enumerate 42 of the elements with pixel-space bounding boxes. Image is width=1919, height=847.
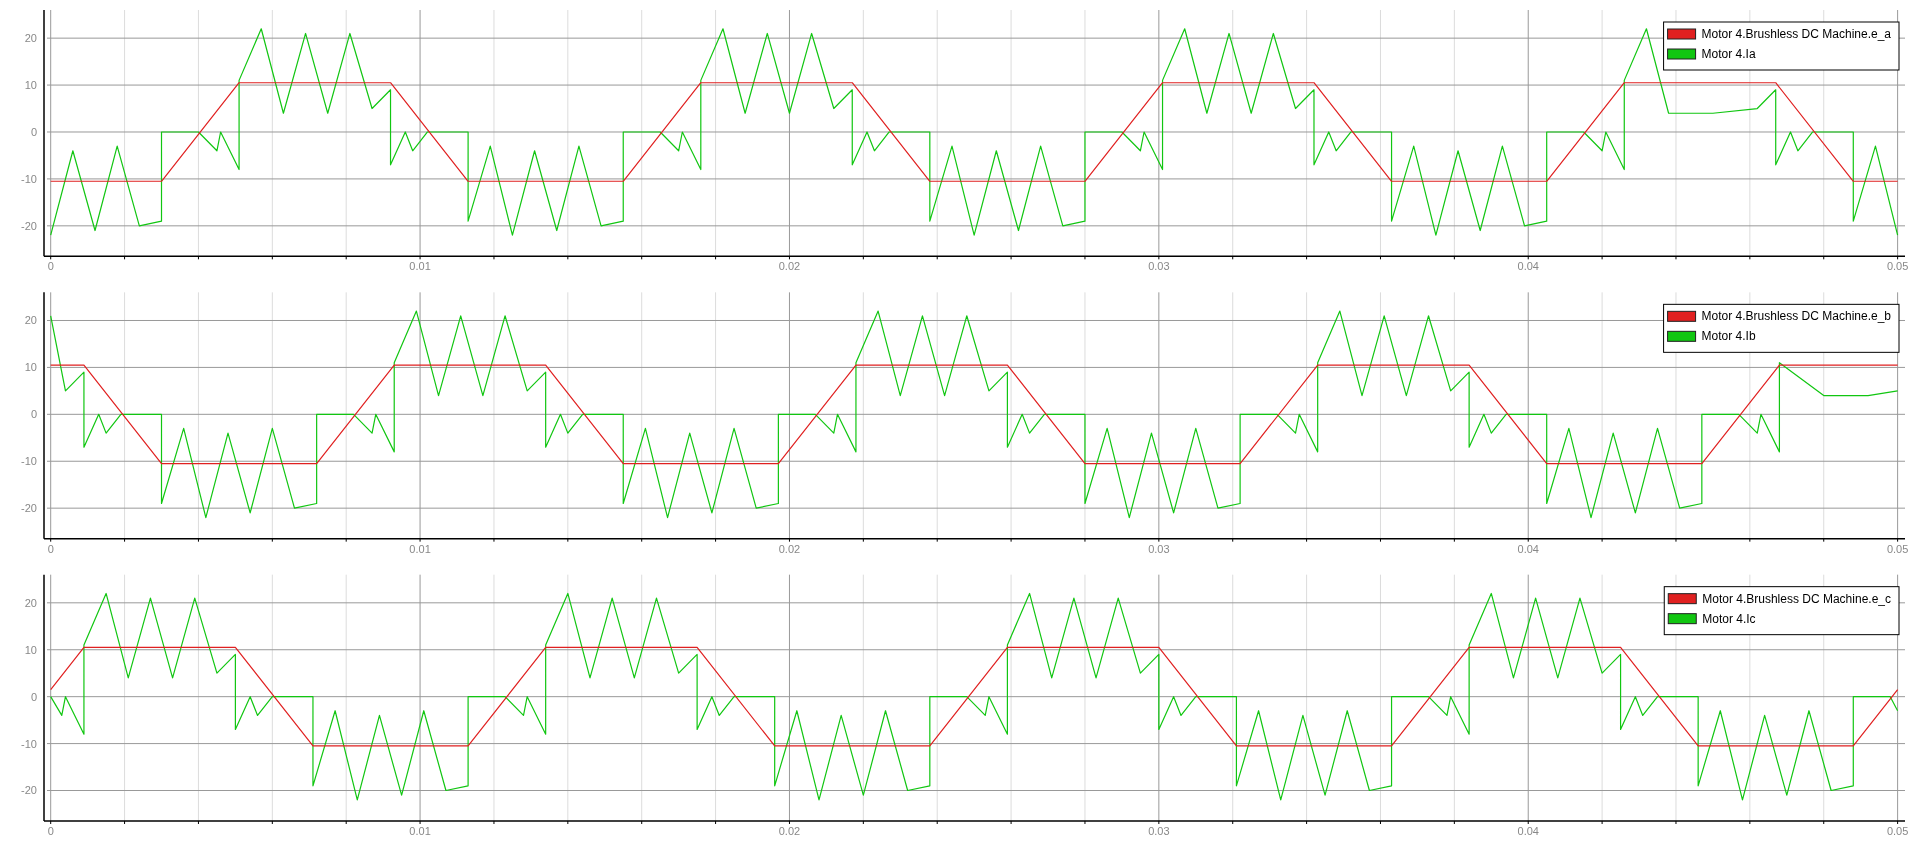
line-series <box>50 592 1899 801</box>
x-tick-label: 0 <box>47 825 54 837</box>
y-tick-label: 10 <box>24 361 37 374</box>
x-tick-label: 0.02 <box>778 542 801 555</box>
y-tick-label: -20 <box>21 219 37 232</box>
legend-label: Motor 4.Brushless DC Machine.e_a <box>1701 27 1892 41</box>
x-tick-label: 0.02 <box>778 825 801 837</box>
x-tick-label: 0.01 <box>409 260 431 273</box>
legend-label: Motor 4.Brushless DC Machine.e_b <box>1701 309 1892 324</box>
legend-label: Motor 4.Brushless DC Machine.e_c <box>1702 591 1892 606</box>
x-tick-label: 0.05 <box>1886 542 1909 555</box>
y-tick-label: -20 <box>21 502 37 515</box>
legend-label: Motor 4.Ic <box>1702 611 1756 626</box>
x-tick-label: 0.03 <box>1148 825 1170 837</box>
y-tick-label: 20 <box>24 314 37 327</box>
y-tick-label: 10 <box>24 79 37 92</box>
y-tick-label: 0 <box>30 408 37 421</box>
y-tick-label: 10 <box>24 643 37 656</box>
x-tick-label: 0.03 <box>1148 542 1170 555</box>
y-tick-label: -10 <box>21 455 37 468</box>
y-tick-label: -10 <box>21 737 37 750</box>
x-tick-label: 0.04 <box>1517 825 1539 837</box>
x-tick-label: 0.04 <box>1517 260 1539 273</box>
x-tick-label: 0.05 <box>1886 260 1909 273</box>
y-tick-label: -20 <box>21 784 37 797</box>
x-tick-label: 0.01 <box>409 542 431 555</box>
legend-label: Motor 4.Ia <box>1701 47 1756 61</box>
line-series <box>50 28 1899 236</box>
x-tick-label: 0.05 <box>1886 825 1909 837</box>
x-tick-label: 0.01 <box>409 825 431 837</box>
x-tick-label: 0.03 <box>1148 260 1170 273</box>
y-tick-label: 20 <box>24 32 37 45</box>
y-tick-label: 0 <box>30 690 37 703</box>
x-tick-label: 0 <box>47 542 54 555</box>
y-tick-label: 20 <box>24 596 37 609</box>
y-tick-label: 0 <box>30 125 37 138</box>
y-tick-label: -10 <box>21 172 37 185</box>
x-tick-label: 0.04 <box>1517 542 1539 555</box>
x-tick-label: 0.02 <box>778 260 801 273</box>
line-series <box>50 310 1899 519</box>
legend-label: Motor 4.Ib <box>1701 329 1756 344</box>
x-tick-label: 0 <box>47 260 54 273</box>
